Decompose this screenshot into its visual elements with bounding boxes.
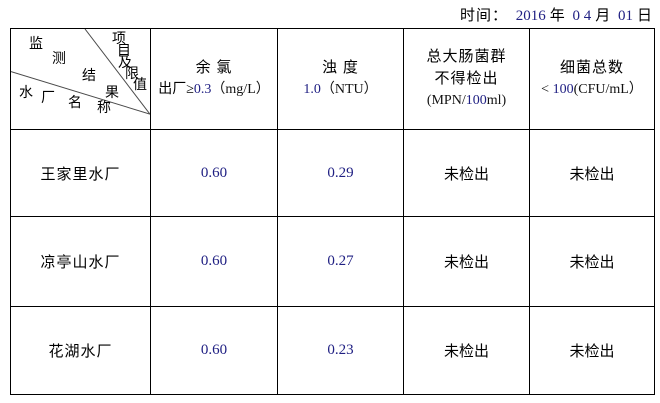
coliform-title: 总大肠菌群 [426, 49, 507, 65]
date-month-unit: 月 [595, 8, 611, 24]
diagonal-divider-lines [11, 29, 150, 115]
table-row: 王家里水厂 0.60 0.29 未检出 未检出 [10, 129, 655, 217]
coliform-result-cell: 未检出 [403, 129, 530, 217]
corner-header-cell: 项 目 及 限 值 监 测 结 果 水 厂 名 称 [10, 28, 151, 130]
chlorine-title: 余 氯 [195, 60, 233, 76]
plant-name-cell: 凉亭山水厂 [10, 216, 151, 307]
col-header-chlorine: 余 氯 出厂≥0.3（mg/L） [150, 28, 278, 130]
corner-label-plant: 名 [68, 96, 82, 111]
coliform-result-cell: 未检出 [403, 216, 530, 307]
plant-name-cell: 花湖水厂 [10, 306, 151, 395]
turbidity-value-cell: 0.29 [277, 129, 404, 217]
corner-label-result: 果 [105, 86, 119, 101]
chlorine-value-cell: 0.60 [150, 129, 278, 217]
corner-label-project: 目 [117, 44, 131, 59]
header-row: 项 目 及 限 值 监 测 结 果 水 厂 名 称 余 氯 出厂≥0.3（mg/… [10, 28, 655, 130]
chlorine-limit: 出厂≥0.3（mg/L） [158, 82, 270, 97]
corner-label-project: 及 [118, 56, 132, 71]
date-day: 01 [617, 8, 633, 24]
time-label: 时间： [459, 8, 508, 24]
date-month: 0 4 [572, 8, 592, 24]
col-header-bacteria: 细菌总数 < 100(CFU/mL） [529, 28, 655, 130]
corner-label-project: 项 [112, 32, 126, 47]
turbidity-title: 浊 度 [322, 60, 359, 76]
col-header-turbidity: 浊 度 1.0（NTU） [277, 28, 404, 130]
water-quality-table: 项 目 及 限 值 监 测 结 果 水 厂 名 称 余 氯 出厂≥0.3（mg/… [10, 28, 655, 395]
coliform-unit: (MPN/100ml) [426, 93, 507, 108]
corner-label-result: 结 [82, 69, 96, 84]
corner-label-result: 测 [52, 52, 66, 67]
date-day-unit: 日 [636, 8, 652, 24]
chlorine-value-cell: 0.60 [150, 306, 278, 395]
coliform-subtitle: 不得检出 [434, 71, 499, 87]
table-row: 花湖水厂 0.60 0.23 未检出 未检出 [10, 306, 655, 395]
plant-name-cell: 王家里水厂 [10, 129, 151, 217]
corner-label-plant: 水 [19, 86, 33, 101]
turbidity-limit: 1.0（NTU） [303, 82, 378, 97]
table-row: 凉亭山水厂 0.60 0.27 未检出 未检出 [10, 216, 655, 307]
turbidity-value-cell: 0.27 [277, 216, 404, 307]
bacteria-limit: < 100(CFU/mL） [541, 82, 643, 97]
corner-label-plant: 称 [97, 101, 111, 116]
chlorine-value-cell: 0.60 [150, 216, 278, 307]
bacteria-result-cell: 未检出 [529, 306, 655, 395]
date-year-unit: 年 [549, 8, 565, 24]
turbidity-value-cell: 0.23 [277, 306, 404, 395]
corner-label-result: 监 [29, 37, 43, 52]
bacteria-result-cell: 未检出 [529, 216, 655, 307]
coliform-result-cell: 未检出 [403, 306, 530, 395]
bacteria-title: 细菌总数 [559, 60, 624, 76]
col-header-coliform: 总大肠菌群 不得检出 (MPN/100ml) [403, 28, 530, 130]
corner-label-plant: 厂 [41, 91, 55, 106]
corner-label-project: 值 [133, 78, 147, 93]
bacteria-result-cell: 未检出 [529, 129, 655, 217]
date-year: 2016 [515, 8, 546, 24]
corner-label-project: 限 [125, 67, 139, 82]
